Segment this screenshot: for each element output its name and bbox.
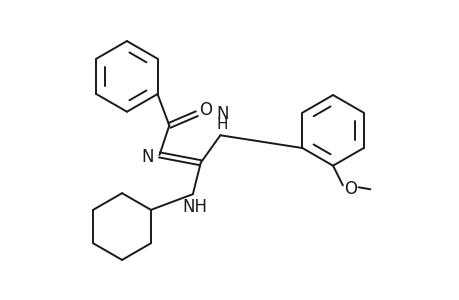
Text: NH: NH [182,198,207,216]
Text: H: H [216,117,228,132]
Text: N: N [141,148,154,166]
Text: O: O [199,101,212,119]
Text: N: N [216,105,228,123]
Text: O: O [343,180,357,198]
